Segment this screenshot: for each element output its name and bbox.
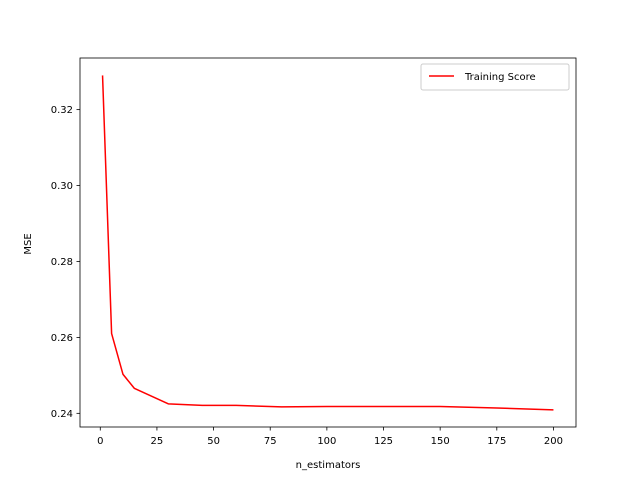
y-tick-label: 0.32 (51, 105, 73, 116)
x-tick-label: 200 (544, 436, 563, 447)
x-tick-label: 150 (431, 436, 450, 447)
x-axis-ticks: 0 25 50 75 100 125 150 175 200 (97, 427, 563, 447)
x-tick-label: 175 (487, 436, 506, 447)
series-line-0 (101, 75, 554, 411)
axes-background (80, 58, 576, 427)
y-tick-label: 0.30 (51, 181, 73, 192)
x-tick-label: 25 (151, 436, 164, 447)
y-tick-label: 0.28 (51, 257, 73, 268)
x-tick-label: 75 (264, 436, 277, 447)
x-tick-label: 0 (97, 436, 103, 447)
y-tick-label: 0.26 (51, 333, 73, 344)
x-axis-title: n_estimators (296, 460, 361, 471)
y-axis-title: MSE (23, 233, 34, 254)
axes-frame (79, 57, 577, 428)
plot-area (79, 57, 577, 428)
legend-label: Training Score (464, 72, 536, 83)
y-axis-ticks: 0.24 0.26 0.28 0.30 0.32 (51, 105, 80, 420)
x-tick-label: 125 (374, 436, 393, 447)
x-tick-label: 50 (207, 436, 220, 447)
x-tick-label: 100 (317, 436, 336, 447)
y-tick-label: 0.24 (51, 409, 73, 420)
legend: Training Score (420, 63, 570, 91)
legend-frame (420, 63, 570, 91)
